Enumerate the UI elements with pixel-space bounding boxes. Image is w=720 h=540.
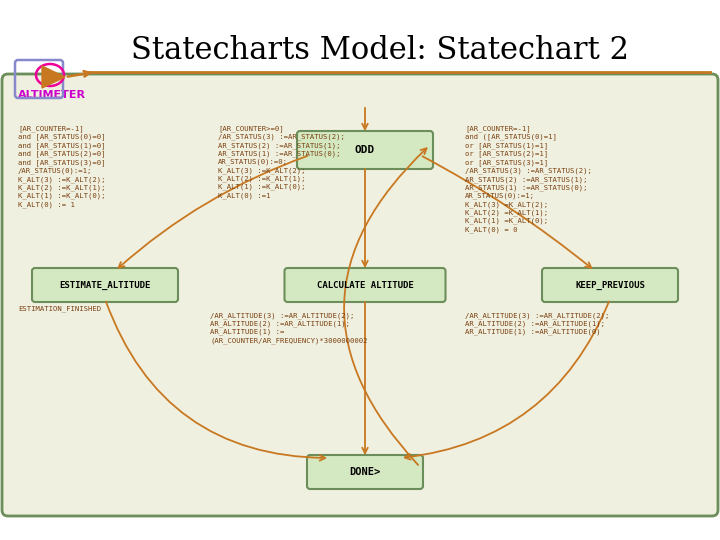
Text: ESTIMATE_ALTITUDE: ESTIMATE_ALTITUDE (59, 280, 150, 289)
Text: DONE>: DONE> (349, 467, 381, 477)
Text: [AR_COUNTER=-1]
and ([AR_STATUS(0)=1]
or [AR_STATUS(1)=1]
or [AR_STATUS(2)=1]
or: [AR_COUNTER=-1] and ([AR_STATUS(0)=1] or… (465, 125, 592, 233)
FancyBboxPatch shape (284, 268, 446, 302)
Text: [AR_COUNTER>=0]
/AR_STATUS(3) :=AR_STATUS(2);
AR_STATUS(2) :=AR_STATUS(1);
AR_ST: [AR_COUNTER>=0] /AR_STATUS(3) :=AR_STATU… (218, 125, 345, 199)
Polygon shape (42, 66, 65, 88)
Text: ESTIMATION_FINISHED: ESTIMATION_FINISHED (18, 305, 101, 312)
Text: ODD: ODD (355, 145, 375, 155)
Text: ALTIMETER: ALTIMETER (18, 90, 86, 100)
Text: /AR_ALTITUDE(3) :=AR_ALTITUDE(2);
AR_ALTITUDE(2) :=AR_ALTITUDE(1);
AR_ALTITUDE(1: /AR_ALTITUDE(3) :=AR_ALTITUDE(2); AR_ALT… (210, 312, 367, 344)
Text: /AR_ALTITUDE(3) :=AR_ALTITUDE(2);
AR_ALTITUDE(2) :=AR_ALTITUDE(1);
AR_ALTITUDE(1: /AR_ALTITUDE(3) :=AR_ALTITUDE(2); AR_ALT… (465, 312, 609, 335)
Text: [AR_COUNTER=-1]
and [AR_STATUS(0)=0]
and [AR_STATUS(1)=0]
and [AR_STATUS(2)=0]
a: [AR_COUNTER=-1] and [AR_STATUS(0)=0] and… (18, 125, 106, 208)
FancyBboxPatch shape (542, 268, 678, 302)
FancyBboxPatch shape (307, 455, 423, 489)
Text: CALCULATE ALTITUDE: CALCULATE ALTITUDE (317, 280, 413, 289)
FancyBboxPatch shape (32, 268, 178, 302)
Text: KEEP_PREVIOUS: KEEP_PREVIOUS (575, 280, 645, 289)
FancyBboxPatch shape (297, 131, 433, 169)
FancyBboxPatch shape (2, 74, 718, 516)
Text: Statecharts Model: Statechart 2: Statecharts Model: Statechart 2 (131, 35, 629, 66)
